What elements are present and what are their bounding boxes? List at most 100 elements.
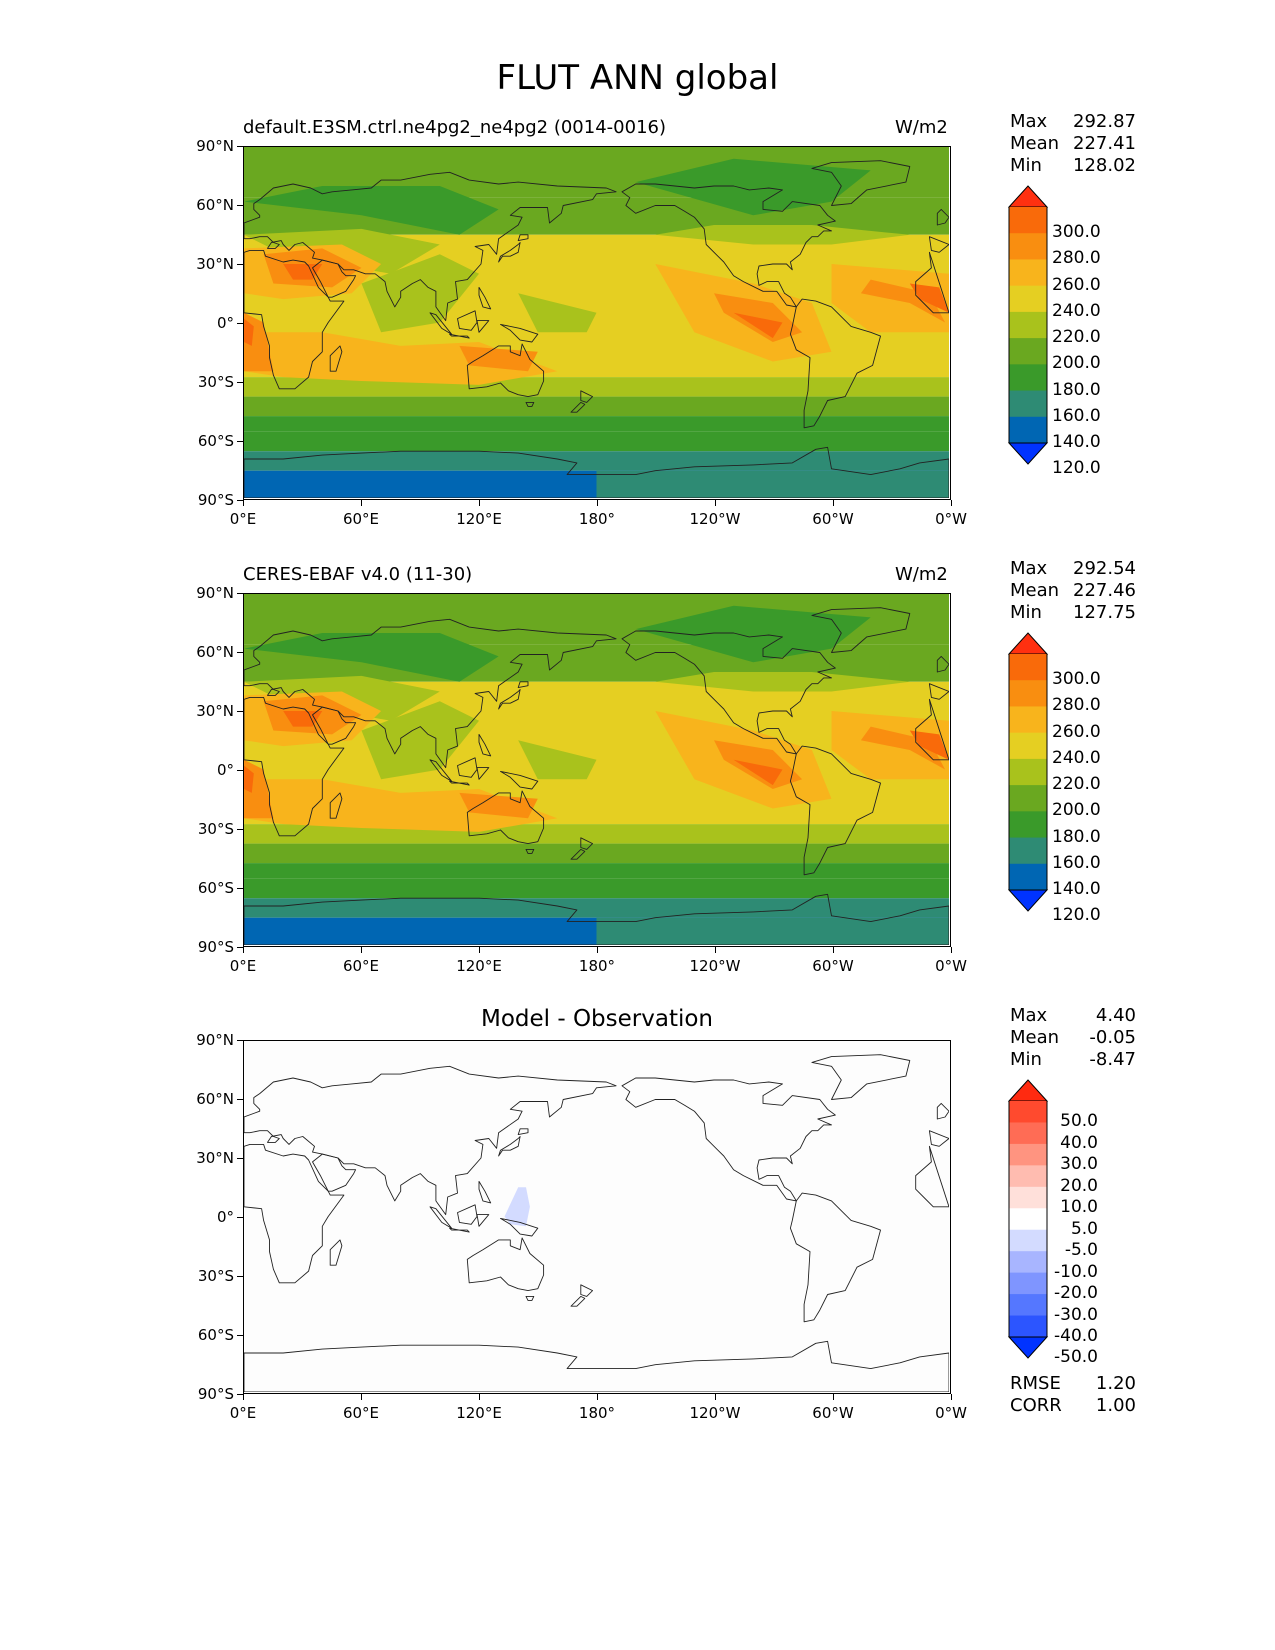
- coastline-shape: [498, 242, 521, 263]
- lat-tick-mark: [237, 500, 243, 502]
- coastline-shape: [580, 1284, 594, 1297]
- coastline-shape: [476, 1214, 490, 1227]
- colorbar-segment: [1009, 285, 1047, 313]
- panel-2-label: CERES-EBAF v4.0 (11-30): [243, 564, 473, 585]
- colorbar-tick-label: -5.0: [1064, 1240, 1098, 1261]
- colorbar-tick-label: 180.0: [1052, 826, 1101, 847]
- lat-tick-mark: [237, 888, 243, 890]
- colorbar-segment: [1009, 1101, 1047, 1123]
- panel-1-units: W/m2: [895, 117, 948, 138]
- stat-value: -8.47: [1089, 1049, 1136, 1070]
- australia-region: [459, 792, 538, 819]
- colorbar-segment: [1009, 207, 1047, 234]
- coastline-shape: [500, 323, 539, 343]
- colorbar-max-extend: [1008, 185, 1049, 208]
- colorbar-tick-label: 300.0: [1052, 669, 1101, 690]
- lon-tick-mark: [361, 500, 363, 506]
- lon-tick-label: 0°W: [935, 510, 967, 528]
- colorbar-segment: [1009, 811, 1047, 839]
- negative-anomaly-region: [504, 1187, 530, 1227]
- colorbar-tick-label: 5.0: [1070, 1218, 1098, 1239]
- lat-tick-label: 60°N: [196, 196, 234, 214]
- colorbar-segment: [1009, 785, 1047, 812]
- lat-tick-mark: [237, 323, 243, 325]
- colorbar-model: [1008, 185, 1049, 465]
- lat-tick-label: 0°: [216, 1208, 234, 1226]
- lon-tick-label: 60°E: [342, 957, 380, 975]
- australia-region: [459, 345, 538, 372]
- stat-value: 127.75: [1073, 602, 1136, 623]
- coastline-shape: [915, 1145, 950, 1208]
- lon-tick-mark: [715, 947, 717, 953]
- colorbar-segment: [1009, 1208, 1047, 1231]
- coastline-shape: [449, 1227, 470, 1233]
- stat-key: Max: [1010, 558, 1048, 579]
- coastline-shape: [580, 837, 594, 850]
- lat-tick-mark: [237, 770, 243, 772]
- coastline-shape: [329, 345, 343, 372]
- coastline-shape: [525, 848, 535, 854]
- lat-tick-label: 90°S: [197, 938, 234, 956]
- lon-tick-mark: [833, 500, 835, 506]
- colorbar-tick-label: 160.0: [1052, 852, 1101, 873]
- coastline-shape: [789, 1192, 881, 1323]
- pacific-north-belt: [655, 672, 910, 692]
- colorbar-segment: [1009, 1186, 1047, 1209]
- antarctic-coast-band: [244, 451, 949, 471]
- colorbar-max-extend: [1008, 1079, 1049, 1102]
- coastline-shape: [466, 343, 545, 398]
- lat-tick-label: 90°N: [196, 137, 234, 155]
- stat-value: 292.87: [1073, 111, 1136, 132]
- coastline-shape: [312, 1153, 357, 1192]
- colorbar-min-extend: [1008, 1336, 1049, 1359]
- coastline-shape: [476, 320, 490, 333]
- coastline-shape: [466, 1237, 545, 1292]
- colorbar-segment: [1009, 758, 1047, 786]
- lat-tick-label: 90°N: [196, 584, 234, 602]
- colorbar-tick-label: 200.0: [1052, 353, 1101, 374]
- coastline-shape: [449, 780, 470, 786]
- lat-tick-mark: [237, 382, 243, 384]
- colorbar-segment: [1009, 706, 1047, 734]
- lon-tick-mark: [597, 947, 599, 953]
- coastline-shape: [621, 183, 836, 308]
- coastline-shape: [329, 1239, 343, 1266]
- lon-tick-label: 180°: [578, 957, 616, 975]
- coastline-shape: [936, 655, 950, 673]
- lon-tick-mark: [243, 947, 245, 953]
- atlantic-peak-region: [909, 283, 949, 313]
- benguela-peak-region: [244, 318, 254, 346]
- colorbar-tick-label: 220.0: [1052, 327, 1101, 348]
- lat-tick-label: 30°N: [196, 255, 234, 273]
- lon-tick-label: 180°: [578, 510, 616, 528]
- atlantic-core-region: [860, 726, 946, 770]
- colorbar-min-extend: [1008, 442, 1049, 465]
- coastline-shape: [811, 160, 911, 206]
- coastline-shape: [621, 1077, 836, 1202]
- stat-key: Mean: [1010, 580, 1060, 601]
- stat-value: 227.41: [1073, 133, 1136, 154]
- coastline-shape: [498, 689, 521, 710]
- lon-tick-mark: [479, 947, 481, 953]
- colorbar-segment: [1009, 338, 1047, 365]
- coastline-shape: [936, 208, 950, 226]
- colorbar-segment: [1009, 311, 1047, 339]
- lat-tick-mark: [237, 652, 243, 654]
- lat-tick-label: 90°S: [197, 491, 234, 509]
- colorbar-tick-label: 40.0: [1060, 1132, 1098, 1153]
- lat-tick-label: 90°N: [196, 1031, 234, 1049]
- lon-tick-mark: [243, 1394, 245, 1400]
- atlantic-core-region: [860, 279, 946, 323]
- panel-3-title: Model - Observation: [480, 1006, 714, 1032]
- lat-tick-mark: [237, 829, 243, 831]
- coastline-shape: [517, 681, 529, 689]
- lon-tick-label: 120°W: [689, 1404, 741, 1422]
- colorbar-segment: [1009, 1229, 1047, 1252]
- coastline-shape: [244, 249, 345, 390]
- colorbar-segment: [1009, 680, 1047, 707]
- lat-tick-mark: [237, 146, 243, 148]
- indian-monsoon-region: [361, 701, 479, 780]
- coastline-shape: [570, 401, 586, 413]
- coastline-shape: [478, 733, 492, 757]
- coastline-shape: [570, 1295, 586, 1307]
